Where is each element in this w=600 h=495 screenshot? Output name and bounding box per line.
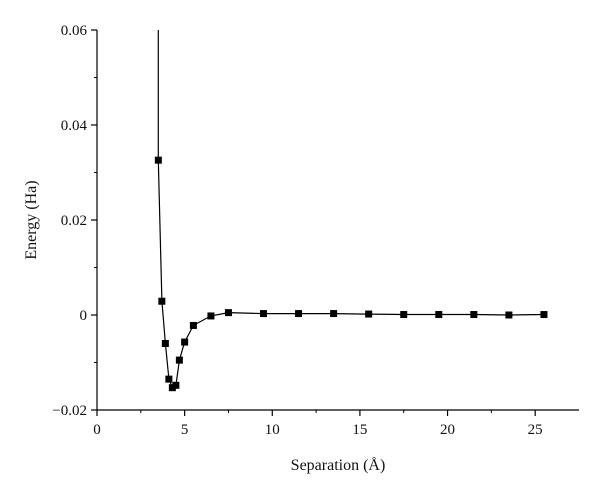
data-point <box>168 384 176 392</box>
data-point <box>400 311 408 319</box>
y-tick-label: 0 <box>80 308 88 324</box>
data-point <box>224 309 232 317</box>
x-tick-label: 5 <box>181 422 189 438</box>
data-point <box>181 338 189 346</box>
y-tick-label: −0.02 <box>52 403 87 419</box>
data-point <box>158 297 166 305</box>
y-tick-label: 0.02 <box>61 213 87 229</box>
data-point <box>295 310 303 318</box>
y-tick-label: 0.06 <box>61 23 88 39</box>
data-point <box>470 311 478 319</box>
data-point <box>172 381 180 389</box>
data-point <box>165 375 173 383</box>
series-layer <box>154 30 548 392</box>
series-line <box>157 30 544 389</box>
x-tick-label: 20 <box>440 422 455 438</box>
data-point <box>330 310 338 318</box>
x-tick-label: 25 <box>528 422 543 438</box>
data-point <box>154 156 162 164</box>
axes <box>96 30 579 411</box>
x-tick-label: 0 <box>93 422 101 438</box>
data-point <box>365 310 373 318</box>
ticks: −0.02 0 0.02 0.04 0.06 0 5 10 15 20 25 <box>52 23 542 438</box>
y-tick-label: 0.04 <box>61 118 88 134</box>
data-point <box>435 311 443 319</box>
x-axis-title: Separation (Å) <box>291 456 386 474</box>
data-point <box>161 340 169 347</box>
data-point <box>540 311 548 319</box>
data-point <box>207 312 215 320</box>
data-point <box>505 311 513 319</box>
data-point <box>175 356 183 364</box>
data-point <box>260 310 268 318</box>
data-point <box>189 321 197 329</box>
x-tick-label: 15 <box>352 422 367 438</box>
y-axis-title: Energy (Ha) <box>23 180 40 259</box>
x-tick-label: 10 <box>265 422 280 438</box>
